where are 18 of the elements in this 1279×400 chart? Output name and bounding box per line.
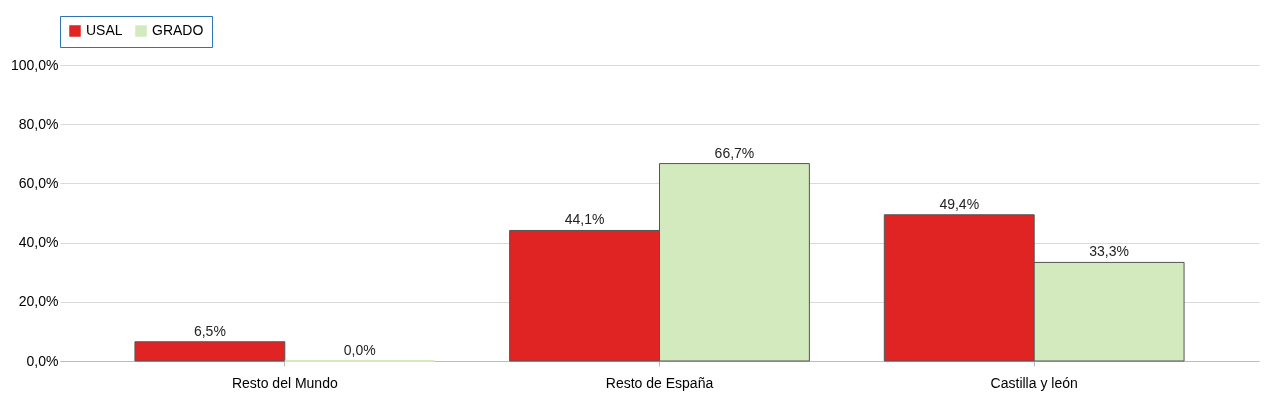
y-tick-label: 80,0% <box>18 115 59 132</box>
y-tick-label: 40,0% <box>18 234 59 251</box>
y-tick-label: 60,0% <box>18 174 59 191</box>
x-tick-label: Resto del Mundo <box>231 374 338 391</box>
x-tick-label: Resto de España <box>605 374 714 391</box>
data-label: 66,7% <box>714 144 755 161</box>
legend-label: USAL <box>86 22 123 38</box>
data-label: 33,3% <box>1089 243 1129 260</box>
data-label: 44,1% <box>564 211 605 228</box>
data-label: 6,5% <box>193 322 226 339</box>
y-tick-label: 100,0% <box>11 56 59 73</box>
x-tick-label: Castilla y león <box>990 374 1078 391</box>
data-label: 0,0% <box>343 342 376 358</box>
y-tick-label: 0,0% <box>26 352 59 369</box>
legend-label: GRADO <box>152 22 204 38</box>
y-tick-label: 20,0% <box>18 293 59 310</box>
data-label: 49,4% <box>939 195 980 212</box>
bar <box>134 341 286 362</box>
